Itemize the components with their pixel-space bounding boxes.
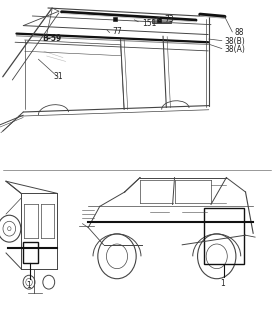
Text: 38(B): 38(B) — [225, 37, 246, 46]
Text: 88: 88 — [234, 28, 244, 37]
FancyBboxPatch shape — [152, 19, 171, 23]
Text: 31: 31 — [53, 72, 63, 81]
Text: B-59: B-59 — [42, 34, 62, 43]
Text: 1: 1 — [27, 281, 31, 290]
Text: 77: 77 — [112, 28, 122, 36]
Bar — [204, 208, 244, 264]
Text: 1: 1 — [220, 279, 225, 288]
Text: 38(A): 38(A) — [225, 45, 246, 54]
Bar — [23, 242, 38, 263]
Text: 73: 73 — [164, 15, 174, 24]
Text: 151: 151 — [142, 19, 157, 28]
